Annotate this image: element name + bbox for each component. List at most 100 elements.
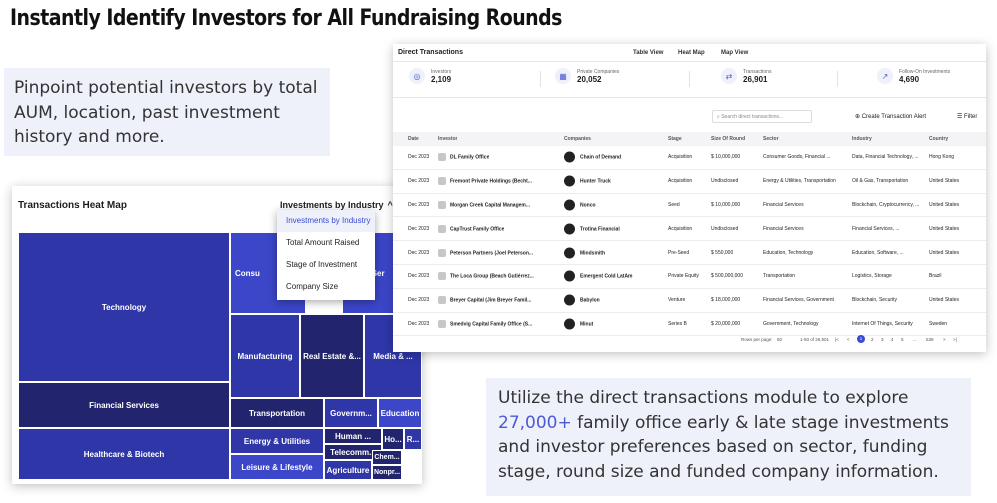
col-date[interactable]: Date xyxy=(408,136,419,142)
stat-investors: ◎ Investors 2,109 xyxy=(409,68,451,84)
company-logo xyxy=(564,151,575,163)
cell-investor[interactable]: Peterson Partners (Joel Peterson... xyxy=(438,248,533,257)
stat-label: Investors xyxy=(431,68,452,75)
rows-per-page-select[interactable]: 50 xyxy=(777,337,783,342)
tile-energy-utilities[interactable]: Energy & Utilities xyxy=(230,428,324,454)
stat-value: 2,109 xyxy=(431,74,452,84)
tab-table-view[interactable]: Table View xyxy=(633,50,664,56)
table-row[interactable]: Dec 2023 DL Family Office Chain of Demand A… xyxy=(393,146,986,170)
tile-transportation[interactable]: Transportation xyxy=(230,398,324,428)
company-name: Nonco xyxy=(580,202,596,209)
investor-logo xyxy=(438,319,446,328)
investor-logo xyxy=(438,153,446,162)
cell-date: Dec 2023 xyxy=(408,201,430,208)
company-logo xyxy=(564,175,575,187)
cell-investor[interactable]: The Loca Group (Beach Gutiérrez... xyxy=(438,272,534,281)
col-investor[interactable]: Investor xyxy=(438,136,458,142)
tile-technology[interactable]: Technology xyxy=(18,232,230,382)
table-row[interactable]: Dec 2023 The Loca Group (Beach Gutiérrez.… xyxy=(393,265,986,289)
tile-real-estate[interactable]: Real Estate &... xyxy=(300,314,364,398)
tile-hospitality[interactable]: Ho... xyxy=(382,428,404,450)
tile-financial-services[interactable]: Financial Services xyxy=(18,382,230,428)
cell-country: United States xyxy=(929,178,960,185)
cell-investor[interactable]: Morgan Creek Capital Managem... xyxy=(438,200,531,209)
tile-government[interactable]: Governm... xyxy=(324,398,378,428)
cell-company[interactable]: Emergent Cold LatAm xyxy=(564,270,633,282)
menu-item-company-size[interactable]: Company Size xyxy=(286,282,339,291)
cell-date: Dec 2023 xyxy=(408,273,430,280)
cell-company[interactable]: Babylon xyxy=(564,294,600,306)
table-row[interactable]: Dec 2023 Morgan Creek Capital Managem... N… xyxy=(393,194,986,218)
tile-human-resources[interactable]: Human ... xyxy=(324,428,382,444)
tile-leisure-lifestyle[interactable]: Leisure & Lifestyle xyxy=(230,454,324,480)
cell-company[interactable]: Hunter Truck xyxy=(564,175,611,187)
filter-button[interactable]: ☰ Filter xyxy=(957,113,977,120)
callout-right: Utilize the direct transactions module t… xyxy=(486,378,971,496)
cell-country: Sweden xyxy=(929,320,948,327)
page-3[interactable]: 3 xyxy=(881,337,884,342)
tab-heat-map[interactable]: Heat Map xyxy=(678,50,705,56)
table-row[interactable]: Dec 2023 Peterson Partners (Joel Peterson… xyxy=(393,241,986,265)
cell-investor[interactable]: DL Family Office xyxy=(438,153,489,162)
table-row[interactable]: Dec 2023 Breyer Capital (Jim Breyer Famil… xyxy=(393,289,986,313)
investors-icon: ◎ xyxy=(409,68,425,84)
page-range: 1-50 of 26,901 xyxy=(800,337,830,342)
cell-stage: Acquisition xyxy=(668,154,693,161)
tile-retail[interactable]: R... xyxy=(404,428,422,450)
col-sector[interactable]: Sector xyxy=(763,136,779,142)
cell-investor[interactable]: Breyer Capital (Jim Breyer Famil... xyxy=(438,296,531,305)
page-last[interactable]: 539 xyxy=(926,337,934,342)
col-companies[interactable]: Companies xyxy=(564,136,591,142)
tile-education[interactable]: Education xyxy=(378,398,422,428)
tile-agriculture[interactable]: Agriculture xyxy=(324,460,372,480)
menu-item-investments-by-industry[interactable]: Investments by Industry xyxy=(277,210,375,232)
prev-page-icon[interactable]: < xyxy=(847,337,850,342)
cell-company[interactable]: Minut xyxy=(564,318,594,330)
next-page-icon[interactable]: > xyxy=(943,337,946,342)
cell-size: $ 550,000 xyxy=(711,249,734,256)
menu-item-stage-of-investment[interactable]: Stage of Investment xyxy=(286,260,358,269)
page-4[interactable]: 4 xyxy=(891,337,894,342)
table-row[interactable]: Dec 2023 Smedvig Capital Family Office (S… xyxy=(393,313,986,337)
investor-logo xyxy=(438,200,446,209)
create-alert-button[interactable]: ⊕ Create Transaction Alert xyxy=(855,113,926,120)
tile-healthcare-biotech[interactable]: Healthcare & Biotech xyxy=(18,428,230,480)
company-name: Minut xyxy=(580,321,594,328)
col-country[interactable]: Country xyxy=(929,136,949,142)
menu-item-total-amount-raised[interactable]: Total Amount Raised xyxy=(286,238,360,247)
divider xyxy=(540,71,541,87)
first-page-icon[interactable]: |< xyxy=(835,337,839,342)
cell-company[interactable]: Mindsmith xyxy=(564,247,605,259)
search-input[interactable]: ⌕ Search direct transactions... xyxy=(712,110,812,123)
search-icon: ⌕ xyxy=(717,114,722,120)
tab-map-view[interactable]: Map View xyxy=(721,50,749,56)
cell-stage: Private Equity xyxy=(668,273,699,280)
table-row[interactable]: Dec 2023 Fremont Private Holdings (Becht.… xyxy=(393,170,986,194)
col-industry[interactable]: Industry xyxy=(852,136,872,142)
tile-nonprofit[interactable]: Nonpr... xyxy=(372,465,402,480)
cell-investor[interactable]: CapTrust Family Office xyxy=(438,224,504,233)
page-5[interactable]: 5 xyxy=(901,337,904,342)
col-size[interactable]: Size Of Round xyxy=(711,136,746,142)
cell-investor[interactable]: Fremont Private Holdings (Becht... xyxy=(438,177,532,186)
cell-company[interactable]: Nonco xyxy=(564,199,596,211)
industry-dropdown[interactable]: Investments by Industry ^ xyxy=(280,200,393,210)
col-stage[interactable]: Stage xyxy=(668,136,682,142)
cell-investor[interactable]: Smedvig Capital Family Office (S... xyxy=(438,319,532,328)
tile-manufacturing[interactable]: Manufacturing xyxy=(230,314,300,398)
cell-country: Hong Kong xyxy=(929,154,955,161)
investor-logo xyxy=(438,296,446,305)
page-ellipsis: ... xyxy=(913,337,917,342)
tile-chemicals[interactable]: Chem... xyxy=(372,450,402,465)
company-name: Chain of Demand xyxy=(580,154,622,161)
cell-size: Undisclosed xyxy=(711,178,739,185)
last-page-icon[interactable]: >| xyxy=(953,337,957,342)
page-2[interactable]: 2 xyxy=(871,337,874,342)
page-1[interactable]: 1 xyxy=(857,335,865,343)
cell-company[interactable]: Chain of Demand xyxy=(564,151,622,163)
investor-name: Morgan Creek Capital Managem... xyxy=(450,202,531,209)
table-row[interactable]: Dec 2023 CapTrust Family Office Trotina Fi… xyxy=(393,217,986,242)
stat-label: Private Companies xyxy=(577,68,620,75)
cell-company[interactable]: Trotina Financial xyxy=(564,223,620,235)
stat-value: 20,052 xyxy=(577,74,602,84)
